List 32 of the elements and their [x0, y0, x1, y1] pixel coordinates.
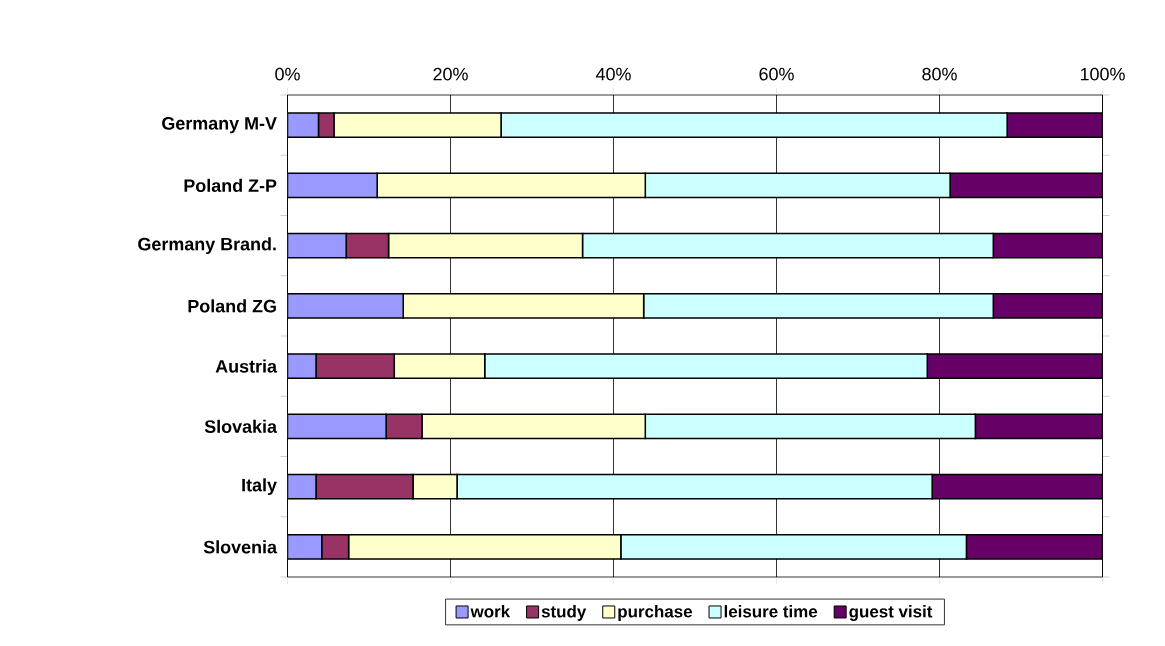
bar	[926, 353, 1103, 379]
legend-label: leisure time	[724, 605, 818, 618]
bar	[287, 473, 317, 500]
legend-label: purchase	[618, 605, 692, 621]
y-tick-label: Poland ZG	[188, 299, 276, 313]
bar	[992, 293, 1103, 319]
legend-label: study	[541, 605, 587, 621]
y-tick-label: Austria	[215, 359, 278, 373]
bar	[949, 172, 1103, 199]
x-tick-label: 40%	[595, 67, 631, 81]
bar	[1006, 112, 1103, 138]
y-tick-label: Germany Brand.	[138, 237, 276, 254]
bar	[931, 473, 1103, 500]
x-tick-label: 20%	[433, 67, 468, 81]
bar	[287, 232, 347, 259]
y-tick-label: Slovakia	[204, 419, 278, 433]
y-tick-label: Slovenia	[203, 540, 278, 554]
legend-label: work	[470, 605, 511, 618]
y-tick-label: Germany M-V	[162, 117, 277, 134]
bar	[287, 172, 378, 199]
x-tick-label: 100%	[1080, 67, 1125, 81]
x-tick-label: 80%	[922, 67, 957, 81]
legend-label: guest visit	[849, 605, 933, 621]
x-tick-label: 0%	[275, 67, 300, 81]
bar	[974, 413, 1103, 440]
bar	[287, 293, 404, 319]
y-tick-label: Poland Z-P	[184, 178, 277, 192]
x-tick-label: 60%	[759, 67, 794, 81]
bar	[992, 232, 1103, 259]
bar	[287, 413, 387, 440]
bar	[965, 534, 1103, 560]
y-tick-label: Italy	[242, 478, 277, 495]
